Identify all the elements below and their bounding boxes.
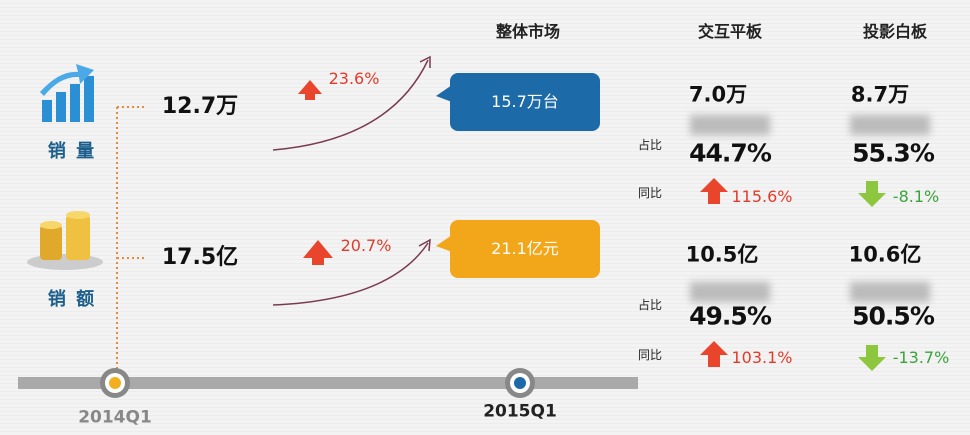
down-arrow	[858, 181, 886, 207]
base-value: 12.7万	[161, 94, 239, 119]
coins-icon	[27, 211, 103, 270]
up-arrow	[700, 178, 728, 204]
timeline-dot	[514, 377, 526, 389]
base-value: 17.5亿	[161, 245, 239, 270]
timeline-label: 2015Q1	[483, 401, 557, 422]
callout-box	[450, 220, 600, 278]
connector	[116, 106, 147, 372]
interactive-value: 10.5亿	[685, 242, 759, 267]
yoy: -13.7%	[892, 348, 950, 367]
timeline-dot	[109, 377, 121, 389]
row-label: 销 量	[47, 141, 97, 162]
share-label: 占比	[637, 138, 663, 152]
growth: 23.6%	[328, 69, 380, 88]
header: 投影白板	[862, 22, 928, 41]
share: 55.3%	[852, 138, 935, 168]
header: 交互平板	[697, 22, 763, 41]
share-label: 占比	[637, 298, 663, 312]
yoy: -8.1%	[892, 187, 940, 206]
share: 49.5%	[689, 301, 772, 331]
share: 44.7%	[689, 138, 772, 168]
share: 50.5%	[852, 301, 935, 331]
timeline-bar	[18, 377, 638, 389]
projection-value: 8.7万	[850, 82, 910, 107]
interactive-value: 7.0万	[688, 82, 748, 107]
trend-curve	[272, 55, 431, 306]
callout-tail	[436, 235, 452, 252]
yoy: 103.1%	[731, 348, 793, 367]
up-arrow	[700, 341, 728, 367]
up-arrow	[298, 80, 322, 100]
market-value: 21.1亿元	[491, 239, 559, 258]
yoy-label: 同比	[637, 348, 663, 362]
blur-decoration	[690, 115, 930, 302]
callout-tail	[436, 85, 452, 102]
row-label: 销 额	[47, 289, 97, 310]
down-arrow	[858, 345, 886, 371]
header: 整体市场	[495, 22, 561, 41]
callout-box	[450, 73, 600, 131]
timeline-label: 2014Q1	[78, 407, 152, 428]
up-arrow	[303, 240, 333, 265]
sales-icon	[40, 64, 94, 122]
yoy-label: 同比	[637, 186, 663, 200]
projection-value: 10.6亿	[848, 242, 922, 267]
growth: 20.7%	[340, 236, 392, 255]
market-value: 15.7万台	[491, 92, 559, 111]
yoy: 115.6%	[731, 187, 793, 206]
